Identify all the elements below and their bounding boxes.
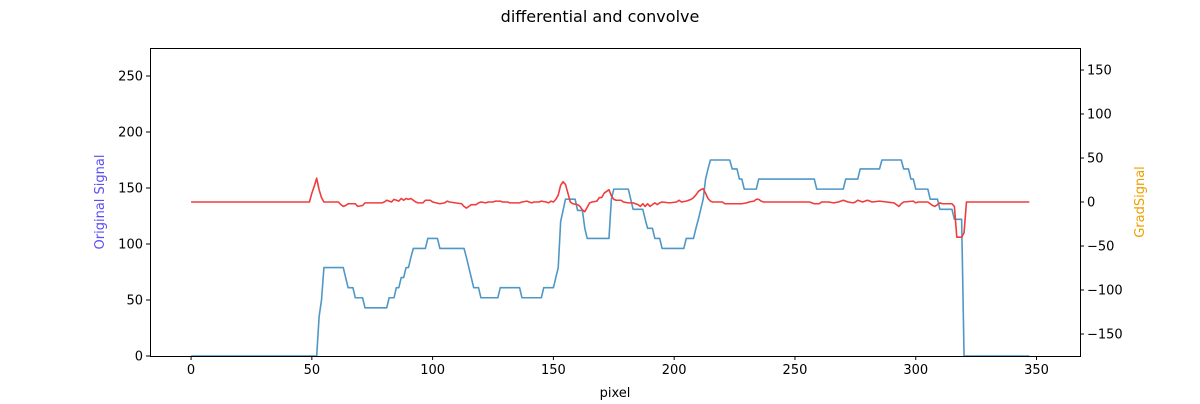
x-tick-label: 0 [187,363,195,378]
y-tick-label-left: 100 [118,238,143,253]
y-tick-label-left: 200 [118,126,143,141]
x-tick-label: 250 [783,363,808,378]
y-tick-label-right: 100 [1087,108,1112,123]
x-tick-label: 300 [903,363,928,378]
x-tick-label: 350 [1024,363,1049,378]
y-tick-label-left: 50 [126,294,143,309]
y-tick-label-right: 150 [1087,64,1112,79]
x-tick-label: 150 [541,363,566,378]
y-tick-label-left: 250 [118,70,143,85]
y-axis-label-left: Original Signal [93,155,108,250]
plot-area: 0 50 100 150 200 250 300 350 0 50 100 150 200 250 −150… [118,64,1123,379]
x-axis-label: pixel [600,386,631,400]
y-tick-label-left: 150 [118,182,143,197]
series-line-original [191,159,1030,356]
y-tick-label-right: −150 [1087,328,1123,343]
x-tick-label: 200 [662,363,687,378]
y-tick-label-right: −50 [1087,240,1114,255]
y-axis-label-right: GradSignal [1133,166,1148,238]
plot-frame [150,48,1081,357]
x-tick-label: 100 [420,363,445,378]
y-tick-label-right: 0 [1087,196,1095,211]
x-tick-label: 50 [304,363,321,378]
chart-title: differential and convolve [501,7,700,26]
y-tick-label-left: 0 [135,350,143,365]
y-tick-label-right: 50 [1087,152,1104,167]
series-line-grad [191,177,1030,238]
y-tick-label-right: −100 [1087,284,1123,299]
